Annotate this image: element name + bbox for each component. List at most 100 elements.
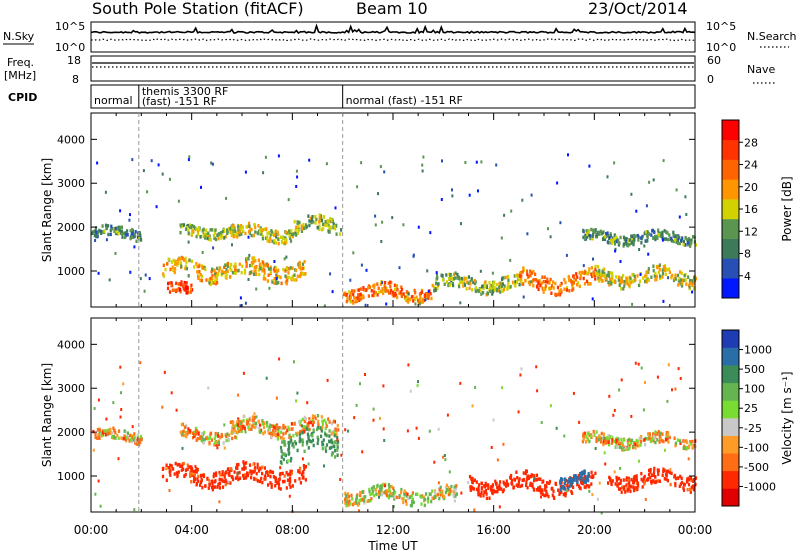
scatter-cell	[226, 228, 229, 232]
scatter-cell	[496, 288, 499, 293]
scatter-cell	[649, 467, 652, 472]
scatter-cell	[446, 488, 449, 492]
scatter-cell	[267, 267, 270, 271]
scatter-cell	[688, 285, 691, 289]
scatter-cell	[694, 243, 697, 247]
scatter-cell	[569, 278, 573, 283]
scatter-cell	[663, 229, 666, 233]
scatter-cell	[427, 496, 430, 500]
scatter-cell	[262, 261, 265, 265]
scatter-cell	[492, 418, 495, 422]
colorbar-tick-label: 100	[744, 383, 765, 396]
scatter-cell	[285, 281, 288, 286]
scatter-cell	[265, 227, 268, 231]
scatter-cell	[277, 232, 280, 236]
scatter-cell	[186, 286, 189, 291]
scatter-cell	[201, 266, 204, 270]
scatter-cell	[453, 491, 456, 496]
scatter-cell	[589, 234, 592, 238]
scatter-cell	[437, 427, 440, 431]
scatter-cell	[688, 239, 691, 243]
scatter-cell	[645, 239, 648, 243]
scatter-cell	[165, 467, 167, 471]
scatter-cell	[691, 439, 694, 444]
scatter-cell	[658, 231, 662, 236]
scatter-cell	[283, 257, 286, 261]
scatter-cell	[495, 163, 498, 167]
scatter-cell	[344, 493, 348, 498]
scatter-cell	[465, 287, 468, 291]
scatter-cell	[253, 425, 256, 430]
scatter-cell	[213, 279, 217, 283]
scatter-cell	[525, 469, 528, 474]
scatter-cell	[656, 438, 659, 442]
scatter-cell	[630, 438, 634, 443]
scatter-cell	[253, 462, 256, 466]
scatter-cell	[284, 425, 287, 430]
scatter-cell	[259, 467, 262, 471]
scatter-cell	[491, 271, 494, 275]
scatter-cell	[200, 478, 203, 483]
scatter-cell	[239, 476, 242, 480]
scatter-cell	[254, 259, 257, 263]
scatter-cell	[334, 448, 337, 453]
scatter-cell	[292, 278, 296, 282]
scatter-cell	[584, 440, 588, 444]
scatter-cell	[385, 493, 388, 497]
scatter-cell	[367, 294, 370, 298]
scatter-cell	[502, 480, 505, 484]
scatter-cell	[347, 501, 350, 505]
scatter-cell	[139, 440, 142, 444]
scatter-cell	[282, 425, 285, 430]
scatter-cell	[207, 437, 210, 441]
scatter-cell	[403, 489, 406, 493]
scatter-cell	[384, 484, 386, 488]
scatter-cell	[213, 272, 216, 276]
scatter-cell	[392, 493, 395, 498]
scatter-cell	[202, 473, 205, 478]
scatter-cell	[214, 275, 217, 279]
scatter-cell	[407, 363, 410, 367]
scatter-cell	[283, 479, 286, 484]
scatter-cell	[491, 483, 495, 487]
scatter-cell	[308, 427, 311, 431]
scatter-cell	[607, 241, 610, 245]
scatter-cell	[664, 268, 667, 273]
scatter-cell	[213, 236, 216, 240]
scatter-cell	[635, 477, 638, 481]
scatter-cell	[303, 415, 306, 420]
scatter-cell	[442, 455, 445, 459]
scatter-cell	[510, 478, 514, 483]
scatter-cell	[136, 437, 139, 442]
scatter-cell	[219, 435, 222, 440]
scatter-cell	[296, 231, 299, 235]
scatter-cell	[174, 259, 177, 264]
scatter-cell	[314, 221, 317, 225]
scatter-cell	[200, 185, 202, 189]
scatter-cell	[567, 278, 571, 282]
scatter-cell	[210, 161, 213, 165]
scatter-cell	[267, 230, 270, 235]
nave-label: Nave	[747, 63, 775, 76]
scatter-cell	[543, 493, 546, 498]
scatter-cell	[312, 443, 315, 448]
scatter-cell	[139, 277, 142, 281]
scatter-cell	[377, 493, 380, 497]
scatter-cell	[678, 484, 681, 488]
scatter-cell	[406, 299, 410, 304]
scatter-cell	[328, 420, 331, 424]
scatter-cell	[453, 485, 456, 489]
scatter-cell	[613, 161, 616, 165]
scatter-cell	[485, 496, 488, 501]
scatter-cell	[252, 272, 256, 276]
nave-tick-top: 60	[707, 54, 721, 67]
cpid-segment-label: (fast) -151 RF	[142, 95, 217, 108]
scatter-cell	[626, 489, 629, 493]
scatter-cell	[555, 426, 558, 430]
scatter-cell	[657, 479, 660, 483]
scatter-cell	[594, 471, 597, 476]
scatter-cell	[307, 462, 310, 466]
scatter-cell	[525, 483, 528, 488]
scatter-cell	[174, 288, 177, 292]
scatter-cell	[224, 263, 227, 267]
